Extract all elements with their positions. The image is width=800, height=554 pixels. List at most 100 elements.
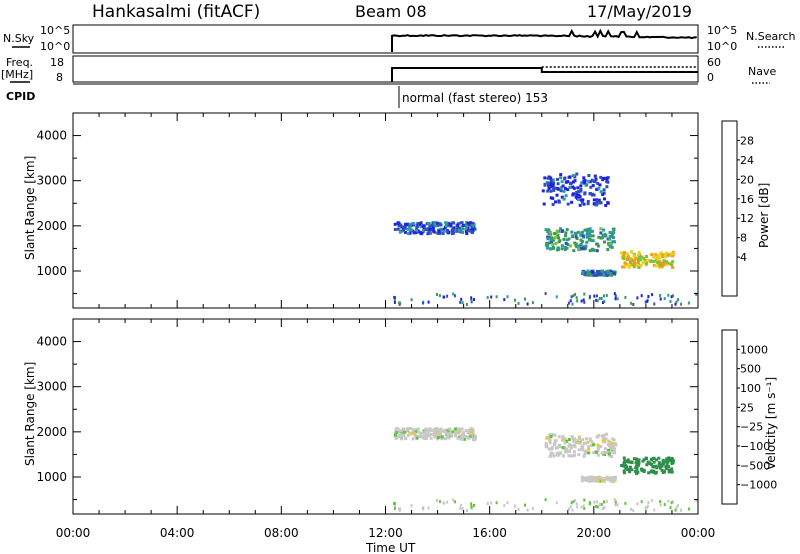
- power-cell: [591, 184, 595, 188]
- power-cell: [446, 229, 450, 233]
- velocity-cell: [531, 507, 534, 511]
- power-cell: [466, 221, 470, 225]
- power-cell: [547, 232, 551, 235]
- power-cell: [490, 295, 493, 299]
- velocity-cell: [670, 461, 674, 465]
- power-cell: [456, 223, 460, 227]
- power-cell: [587, 174, 591, 177]
- power-cell: [461, 227, 465, 231]
- velocity-cell: [545, 445, 549, 449]
- power-cell: [605, 273, 609, 277]
- power-cell: [583, 181, 587, 185]
- site-title: Hankasalmi (fitACF): [92, 2, 260, 22]
- velocity-cell: [583, 506, 586, 510]
- velocity-cell: [454, 434, 457, 438]
- velocity-cell: [570, 501, 573, 505]
- power-cell: [564, 231, 568, 235]
- power-cell: [606, 201, 610, 205]
- power-cell: [451, 232, 454, 236]
- power-cell: [604, 204, 608, 207]
- velocity-cell: [468, 435, 472, 439]
- power-cell: [431, 226, 435, 230]
- power-cell: [579, 188, 583, 191]
- power-cell: [393, 222, 397, 226]
- power-cell: [471, 222, 475, 226]
- velocity-cell: [636, 470, 640, 474]
- power-cell: [661, 253, 665, 257]
- power-cell: [575, 193, 579, 197]
- power-cell: [596, 181, 600, 185]
- velocity-cell: [569, 446, 573, 450]
- velocity-cell: [555, 501, 558, 505]
- velocity-cell: [624, 460, 628, 463]
- power-colorbar-tick-label: 24: [740, 154, 754, 167]
- velocity-cell: [613, 478, 617, 482]
- power-cell: [549, 180, 553, 184]
- velocity-cell: [607, 452, 611, 456]
- power-cell: [419, 225, 423, 229]
- power-cell: [406, 232, 410, 236]
- power-cell: [563, 186, 567, 190]
- velocity-cell: [650, 458, 653, 462]
- velocity-cell: [669, 469, 673, 473]
- power-cell: [550, 240, 554, 244]
- power-colorbar-tick-label: 20: [740, 173, 754, 186]
- power-cell: [575, 237, 579, 240]
- power-cell: [624, 295, 627, 299]
- power-cell: [583, 191, 587, 195]
- power-cell: [570, 200, 574, 204]
- velocity-cell: [410, 504, 413, 508]
- velocity-cell: [414, 428, 418, 432]
- velocity-cell: [587, 445, 591, 449]
- power-cell: [546, 176, 550, 180]
- power-cell: [544, 228, 548, 232]
- power-cell: [583, 228, 587, 232]
- power-cell: [486, 296, 489, 299]
- power-cell: [569, 299, 572, 303]
- power-cell: [465, 303, 468, 306]
- power-cell: [588, 234, 592, 238]
- power-cell: [652, 259, 656, 263]
- power-cell: [575, 191, 579, 194]
- velocity-cell: [415, 435, 419, 439]
- power-cell: [551, 178, 555, 182]
- power-cell: [638, 258, 642, 262]
- power-cell: [675, 300, 678, 304]
- power-cell: [579, 189, 583, 193]
- power-cell: [645, 262, 648, 265]
- power-cell: [593, 294, 596, 298]
- power-cell: [399, 223, 403, 227]
- velocity-cell: [668, 459, 672, 463]
- freq-tick-top: 18: [50, 56, 64, 69]
- velocity-cell: [470, 430, 474, 434]
- velocity-cell: [672, 500, 674, 504]
- power-cell: [406, 227, 410, 231]
- velocity-cell: [680, 508, 682, 512]
- power-cell: [687, 301, 690, 305]
- power-ytick-label: 3000: [36, 174, 67, 188]
- velocity-cell: [649, 470, 653, 474]
- power-cell: [578, 243, 582, 247]
- power-cell: [558, 239, 562, 243]
- power-cell: [573, 179, 577, 183]
- velocity-cell: [396, 428, 400, 431]
- power-cell: [564, 246, 568, 250]
- power-cell: [579, 246, 583, 250]
- velocity-cell: [444, 431, 448, 435]
- velocity-cell: [612, 445, 615, 449]
- velocity-cell: [645, 463, 649, 467]
- power-cell: [570, 235, 574, 239]
- power-cell: [600, 297, 603, 300]
- power-cell: [588, 180, 592, 184]
- velocity-cell: [463, 435, 467, 439]
- velocity-cell: [456, 436, 460, 440]
- velocity-cell: [462, 431, 465, 435]
- velocity-cell: [671, 459, 675, 463]
- velocity-cell: [597, 446, 601, 450]
- power-cell: [546, 228, 550, 232]
- velocity-cell: [597, 478, 600, 482]
- power-cell: [669, 300, 672, 303]
- velocity-cell: [556, 446, 559, 450]
- velocity-cell: [461, 507, 464, 511]
- velocity-cell: [549, 451, 553, 455]
